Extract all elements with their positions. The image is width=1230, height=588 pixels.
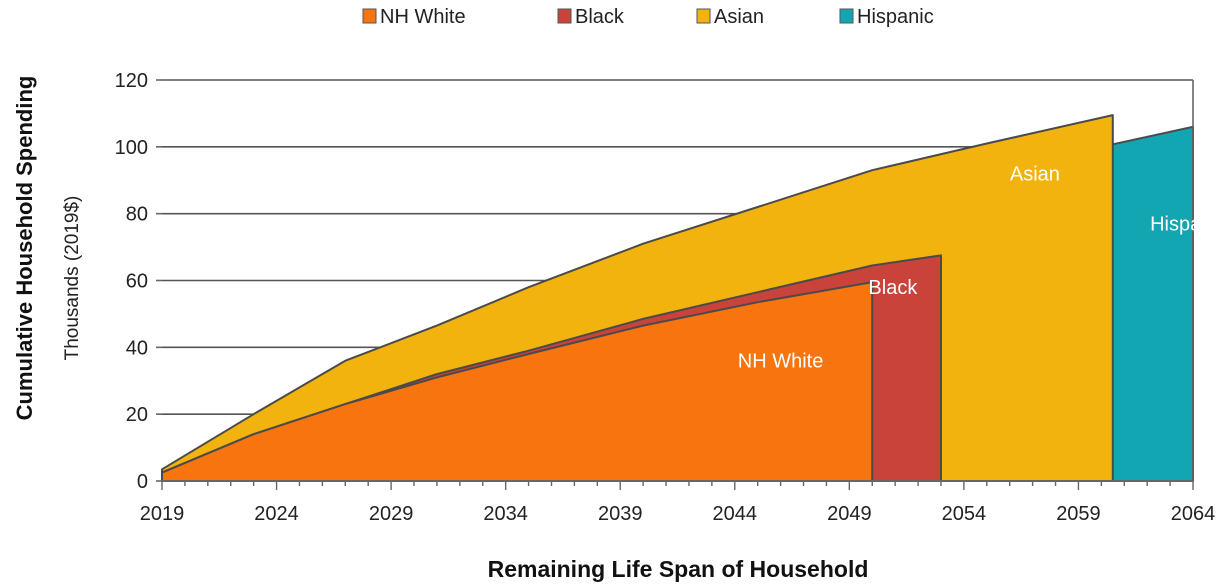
y-axis-subtitle: Thousands (2019$) [62,196,83,361]
legend-swatch [557,8,572,24]
legend-item: NH White [362,6,466,28]
area-label: Hispanic [1150,214,1227,236]
legend-item: Hispanic [839,6,934,28]
x-tick-label: 2029 [369,503,414,525]
area-nh-white [161,281,874,482]
y-axis-title: Cumulative Household Spending [12,76,37,421]
x-tick-label: 2039 [598,503,643,525]
legend-swatch [362,8,377,24]
y-tick-label: 120 [115,70,148,92]
x-axis-title: Remaining Life Span of Household [488,556,869,582]
area-label: NH White [738,351,824,373]
x-tick-label: 2044 [713,503,758,525]
legend-item: Asian [696,6,764,28]
legend-label: NH White [380,6,466,28]
x-tick-label: 2049 [827,503,872,525]
y-tick-label: 40 [126,337,148,359]
y-tick-label: 0 [137,471,148,493]
x-tick-label: 2034 [483,503,528,525]
legend-item: Black [557,6,625,28]
legend-swatch [696,8,711,24]
y-tick-label: 80 [126,204,148,226]
y-axis: 0 20 40 60 80 100 120 [115,70,162,493]
chart-legend: NH White Black Asian Hispanic [362,6,934,28]
y-tick-label: 100 [115,137,148,159]
plot-areas [161,114,1194,482]
legend-label: Hispanic [857,6,934,28]
area-labels: NH White Black Asian Hispanic [738,164,1227,373]
plot-frame [162,80,1194,482]
x-tick-label: 2024 [254,503,299,525]
area-label: Asian [1010,164,1060,186]
area-label: Black [868,277,918,299]
x-axis: 2019 2024 2029 2034 2039 2044 2049 2054 2059 2064 [140,481,1216,525]
legend-label: Black [575,6,625,28]
x-tick-label: 2054 [942,503,987,525]
y-tick-label: 20 [126,404,148,426]
x-tick-label: 2059 [1056,503,1101,525]
legend-swatch [839,8,854,24]
legend-label: Asian [714,6,764,28]
x-tick-label: 2019 [140,503,185,525]
y-tick-label: 60 [126,271,148,293]
x-tick-label: 2064 [1171,503,1216,525]
